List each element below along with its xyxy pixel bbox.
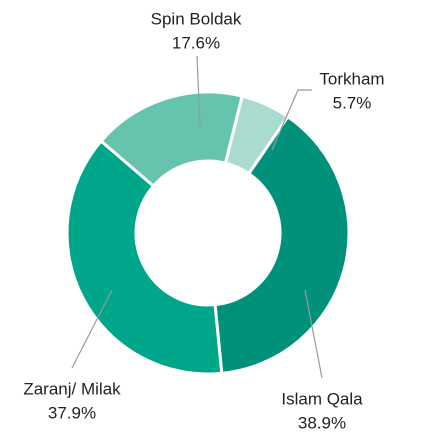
slice-value: 38.9% <box>298 413 346 432</box>
leader-line <box>71 289 113 369</box>
slice-value: 5.7% <box>333 93 372 112</box>
slice <box>65 138 224 376</box>
slice-value: 37.9% <box>48 403 96 422</box>
slice <box>98 90 244 189</box>
slice-label: Torkham <box>319 69 384 88</box>
slice-label: Islam Qala <box>281 389 363 408</box>
slice-label: Zaranj/ Milak <box>23 379 121 398</box>
slice-label: Spin Boldak <box>151 9 242 28</box>
leader-line <box>271 89 312 151</box>
slice-value: 17.6% <box>172 33 220 52</box>
leader-line <box>304 289 323 379</box>
slice <box>213 114 351 375</box>
leader-line <box>196 55 201 127</box>
